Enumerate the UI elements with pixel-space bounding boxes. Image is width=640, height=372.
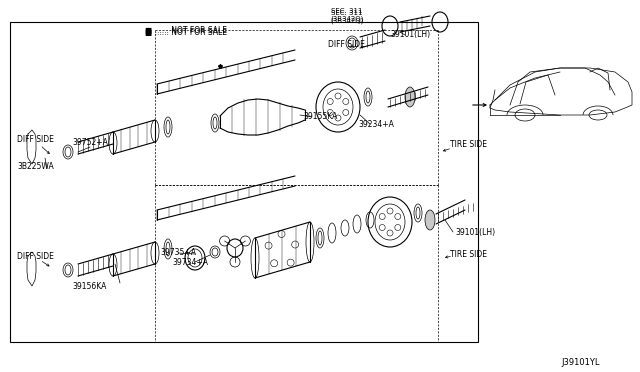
Text: 39156KA: 39156KA: [72, 282, 106, 291]
Text: (3B342Q): (3B342Q): [330, 17, 364, 23]
Ellipse shape: [405, 87, 415, 107]
Text: 39101(LH): 39101(LH): [455, 228, 495, 237]
Bar: [10, 22, 478, 342]
Text: 39734+A: 39734+A: [172, 258, 208, 267]
Text: 39735+A: 39735+A: [160, 248, 196, 257]
Text: TIRE SIDE: TIRE SIDE: [450, 140, 487, 149]
Ellipse shape: [425, 210, 435, 230]
Text: DIFF SIDE: DIFF SIDE: [17, 252, 54, 261]
Text: 3B225WA: 3B225WA: [17, 162, 54, 171]
Text: SEC. 311: SEC. 311: [332, 8, 363, 14]
Text: SEC. 311: SEC. 311: [332, 10, 363, 16]
Text: ■ ...... NOT FOR SALE: ■ ...... NOT FOR SALE: [145, 28, 227, 37]
Text: J39101YL: J39101YL: [561, 358, 600, 367]
Text: 39234+A: 39234+A: [358, 120, 394, 129]
Text: DIFF SIDE: DIFF SIDE: [328, 40, 365, 49]
Text: 39752+A: 39752+A: [72, 138, 108, 147]
Text: (3B342Q): (3B342Q): [330, 15, 364, 22]
Text: DIFF SIDE: DIFF SIDE: [17, 135, 54, 144]
Text: ■ ...... NOT FOR SALE: ■ ...... NOT FOR SALE: [145, 26, 227, 35]
Text: 39101(LH): 39101(LH): [390, 30, 430, 39]
Text: 39155KA: 39155KA: [303, 112, 337, 121]
Text: TIRE SIDE: TIRE SIDE: [450, 250, 487, 259]
